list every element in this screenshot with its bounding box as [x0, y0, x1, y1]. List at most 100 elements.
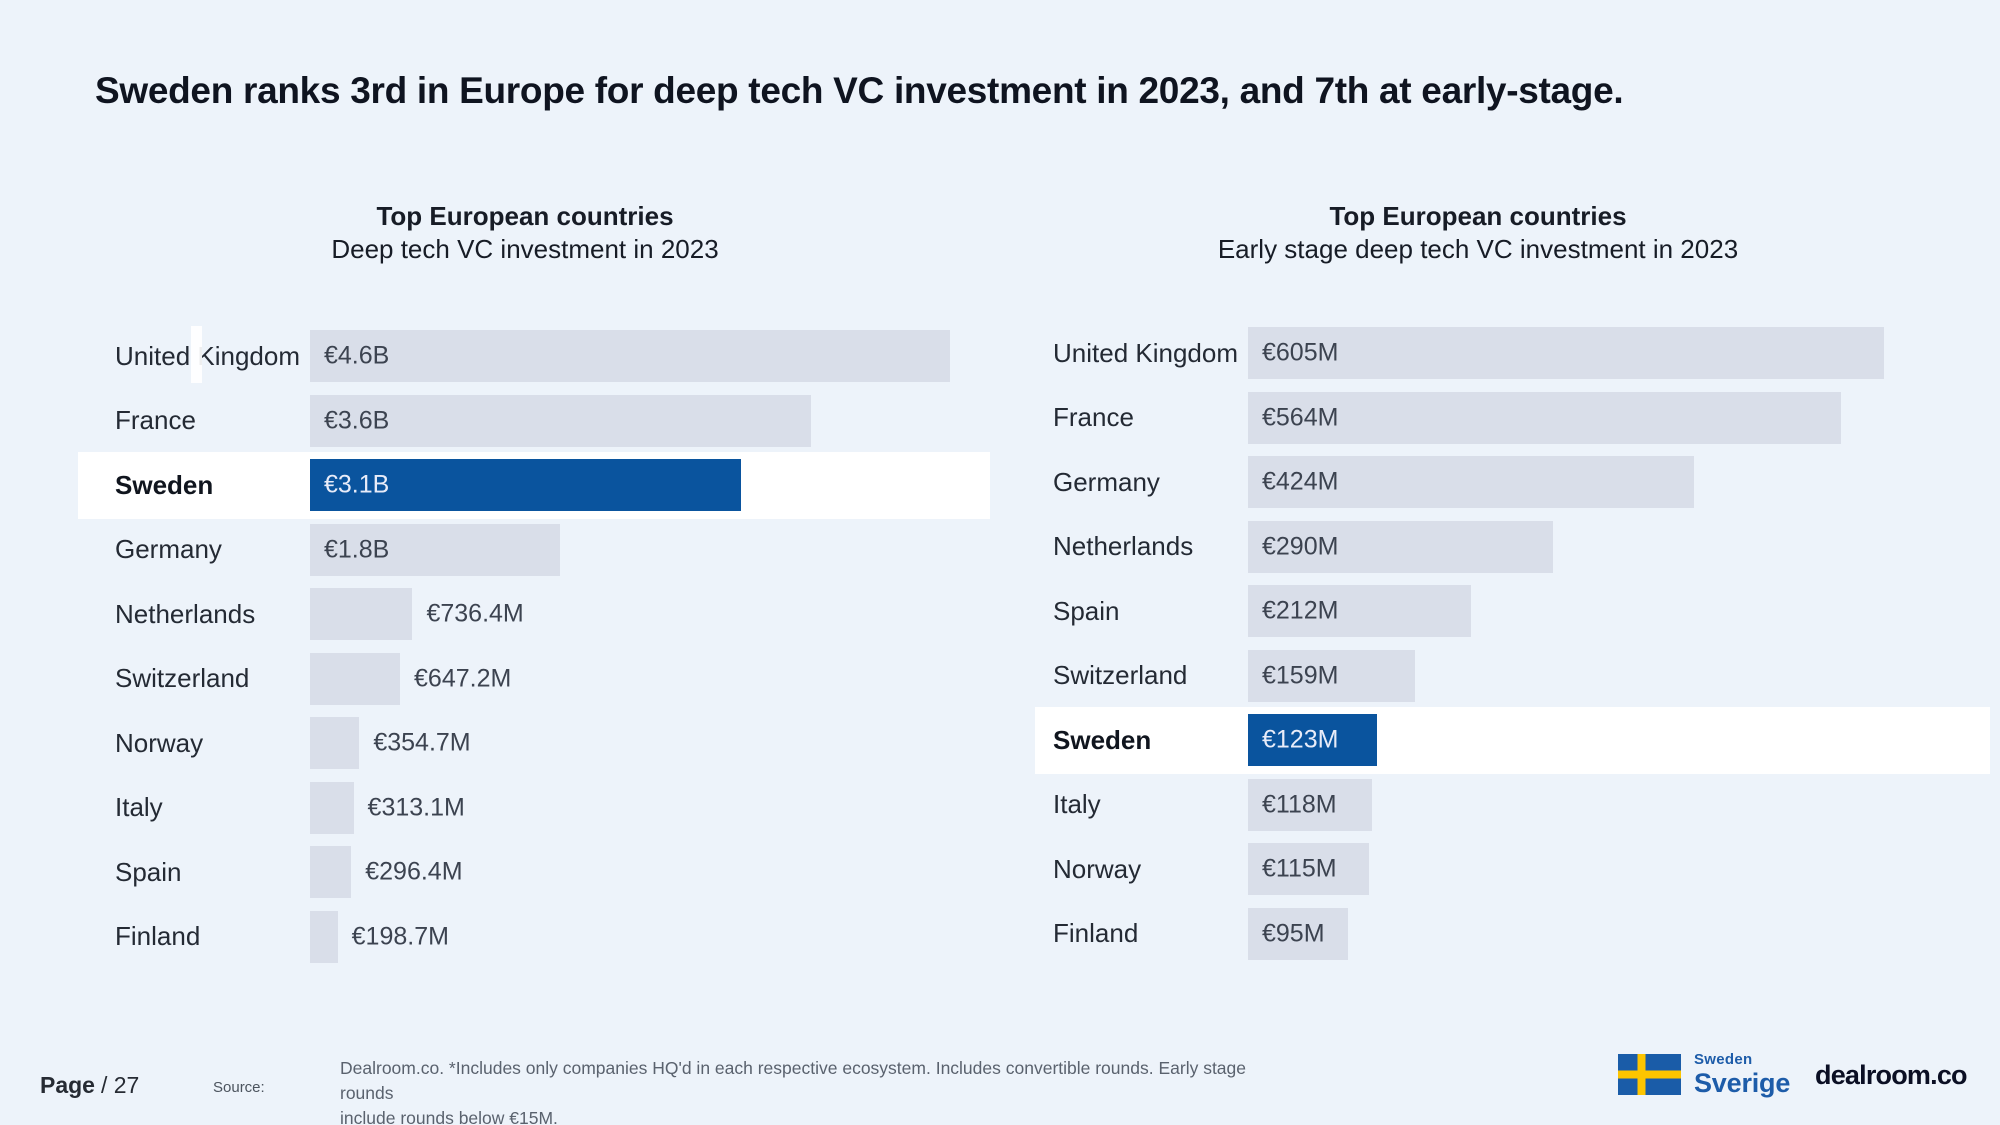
chart-row: Sweden €123M: [1035, 707, 1990, 773]
bar: [310, 523, 561, 576]
country-label: Norway: [115, 727, 204, 758]
highlighted-bar: [1248, 714, 1378, 767]
sweden-logo-line1: Sweden: [1694, 1051, 1753, 1068]
value-label: €564M: [1262, 403, 1339, 432]
chart-row: France €564M: [1053, 386, 1990, 451]
country-label: Netherlands: [1053, 531, 1194, 562]
country-label: Spain: [1053, 595, 1120, 626]
value-label: €647.2M: [414, 664, 512, 693]
bar-track: €564M: [1248, 391, 1884, 444]
source-text: Dealroom.co. *Includes only companies HQ…: [340, 1056, 1290, 1125]
country-label: France: [115, 405, 196, 436]
bar-track: €159M: [1248, 649, 1884, 702]
bar: [310, 717, 360, 770]
value-label: €424M: [1262, 467, 1339, 496]
country-label: Switzerland: [1053, 660, 1188, 691]
dealroom-logo: dealroom.co: [1815, 1060, 1968, 1090]
chart-row: Germany €424M: [1053, 450, 1990, 515]
highlight-artifact: [191, 326, 202, 383]
chart-row: Finland €198.7M: [115, 905, 990, 970]
value-label: €123M: [1262, 725, 1339, 754]
value-label: €290M: [1262, 532, 1339, 561]
page-indicator: Page/ 27: [40, 1072, 139, 1099]
right-chart-subtitle: Early stage deep tech VC investment in 2…: [1217, 234, 1739, 264]
value-label: €95M: [1262, 919, 1325, 948]
country-label: Switzerland: [115, 663, 250, 694]
country-label: Finland: [115, 921, 201, 952]
chart-row: Finland €95M: [1053, 902, 1990, 967]
sweden-logo-text: Sweden Sverige: [1694, 1052, 1790, 1097]
chart-row: Netherlands €290M: [1053, 515, 1990, 580]
sweden-sverige-logo: Sweden Sverige: [1618, 1052, 1790, 1097]
value-label: €313.1M: [367, 793, 465, 822]
country-label: Sweden: [115, 469, 214, 500]
country-label: Spain: [115, 856, 182, 887]
country-label: Netherlands: [115, 598, 256, 629]
bar: [310, 330, 950, 383]
value-label: €1.8B: [324, 535, 390, 564]
value-label: €118M: [1262, 790, 1337, 819]
page-title: Sweden ranks 3rd in Europe for deep tech…: [95, 70, 1624, 111]
chart-row: Spain €212M: [1053, 579, 1990, 644]
bar-track: €198.7M: [310, 910, 950, 963]
left-chart-title: Top European countries: [376, 201, 674, 231]
right-chart-header: Top European countries Early stage deep …: [1053, 200, 1903, 266]
chart-row: Switzerland €159M: [1053, 644, 1990, 709]
bar: [1248, 585, 1471, 638]
value-label: €354.7M: [373, 728, 471, 757]
chart-row: France €3.6B: [115, 389, 990, 454]
chart-row: United Kingdom €605M: [1053, 321, 1990, 386]
value-label: €3.1B: [324, 470, 390, 499]
bar: [1248, 778, 1373, 831]
sweden-flag-icon: [1618, 1054, 1681, 1095]
country-label: Italy: [115, 792, 163, 823]
bar: [310, 846, 352, 899]
bar-track: €115M: [1248, 843, 1884, 896]
page-number: / 27: [100, 1072, 140, 1098]
bar-track: €290M: [1248, 520, 1884, 573]
highlighted-bar: [310, 459, 742, 512]
chart-row: Norway €115M: [1053, 837, 1990, 902]
value-label: €159M: [1262, 661, 1339, 690]
chart-row: Norway €354.7M: [115, 711, 990, 776]
country-label: United Kingdom: [115, 340, 300, 371]
right-chart-title: Top European countries: [1329, 201, 1627, 231]
bar: [310, 781, 354, 834]
bar-track: €647.2M: [310, 652, 950, 705]
country-label: Germany: [115, 534, 222, 565]
chart-row: Switzerland €647.2M: [115, 647, 990, 712]
left-chart-subtitle: Deep tech VC investment in 2023: [331, 234, 719, 264]
bar-track: €424M: [1248, 456, 1884, 509]
footer: Page/ 27 Source: Dealroom.co. *Includes …: [0, 1040, 2000, 1125]
bar: [1248, 520, 1553, 573]
bar: [1248, 843, 1369, 896]
value-label: €4.6B: [324, 341, 390, 370]
chart-row: Netherlands €736.4M: [115, 582, 990, 647]
country-label: Italy: [1053, 789, 1101, 820]
deep-tech-vc-chart: United Kingdom €4.6B France €3.6B Sweden €3.1…: [78, 324, 990, 970]
country-label: Germany: [1053, 466, 1160, 497]
bar: [310, 910, 338, 963]
value-label: €198.7M: [351, 922, 449, 951]
bar-track: €296.4M: [310, 846, 950, 899]
bar: [1248, 649, 1416, 702]
source-label: Source:: [213, 1079, 265, 1096]
chart-row: United Kingdom €4.6B: [115, 324, 990, 389]
bar-track: €3.6B: [310, 394, 950, 447]
bar: [310, 652, 401, 705]
country-label: Sweden: [1053, 724, 1152, 755]
bar-track: €95M: [1248, 907, 1884, 960]
chart-row: Spain €296.4M: [115, 840, 990, 905]
value-label: €736.4M: [426, 599, 524, 628]
bar: [310, 394, 811, 447]
country-label: France: [1053, 402, 1134, 433]
bar: [1248, 456, 1694, 509]
country-label: United Kingdom: [1053, 337, 1238, 368]
bar-track: €736.4M: [310, 588, 950, 641]
bar: [1248, 391, 1841, 444]
value-label: €212M: [1262, 596, 1339, 625]
value-label: €605M: [1262, 338, 1339, 367]
value-label: €296.4M: [365, 857, 463, 886]
bar-track: €3.1B: [310, 459, 950, 512]
